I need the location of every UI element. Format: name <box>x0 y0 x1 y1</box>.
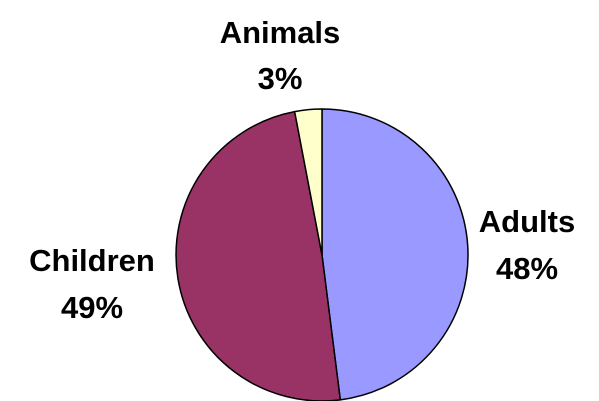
pie-slice-animals <box>293 108 323 256</box>
slice-percent-animals: 3% <box>258 61 303 96</box>
slice-label-children: Children 49% <box>29 243 155 325</box>
slice-name-children: Children <box>29 243 155 278</box>
pie-slice-adults <box>321 108 469 401</box>
slice-name-animals: Animals <box>220 15 341 50</box>
slice-name-adults: Adults <box>479 204 575 239</box>
slice-label-adults: Adults 48% <box>479 204 575 286</box>
pie-slice-children <box>175 110 342 401</box>
slice-percent-children: 49% <box>61 290 123 325</box>
slice-percent-adults: 48% <box>496 251 558 286</box>
pie-slices <box>175 108 469 401</box>
slice-label-animals: Animals 3% <box>220 15 341 96</box>
